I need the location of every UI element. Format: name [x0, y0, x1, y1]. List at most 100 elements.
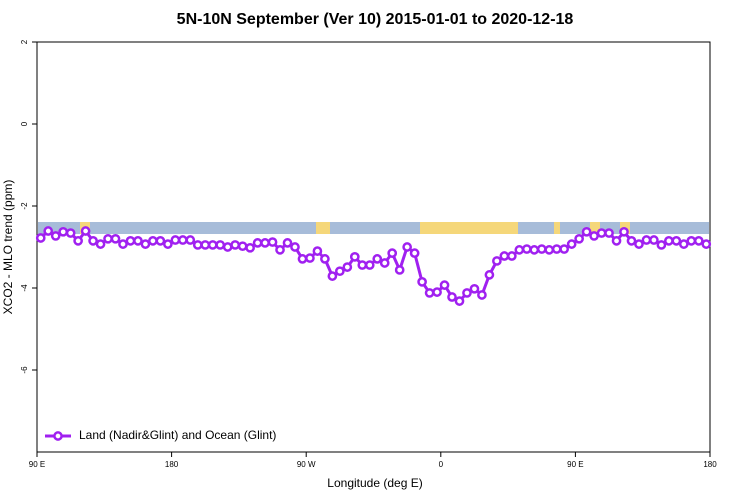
x-tick-label: 90 E: [567, 460, 583, 469]
data-point: [185, 235, 196, 245]
data-point: [447, 292, 457, 302]
data-point: [230, 240, 241, 250]
data-point: [95, 239, 106, 249]
data-point: [364, 260, 375, 270]
plot-frame: [36, 41, 711, 453]
legend-label: Land (Nadir&Glint) and Ocean (Glint): [79, 428, 276, 442]
land-band: [420, 222, 518, 234]
data-point: [163, 239, 173, 249]
y-tick-label: -4: [20, 284, 29, 292]
data-point: [387, 248, 398, 258]
data-point: [551, 244, 562, 254]
data-point: [312, 246, 323, 256]
data-point: [536, 244, 547, 254]
data-point: [110, 233, 121, 244]
data-point: [417, 277, 427, 287]
land-band: [554, 222, 560, 234]
data-point: [649, 235, 659, 245]
land-band: [316, 222, 330, 234]
data-point: [200, 240, 211, 250]
data-point: [514, 245, 525, 255]
data-point: [499, 251, 510, 261]
data-point: [267, 237, 278, 247]
data-point: [484, 270, 495, 280]
data-point: [529, 245, 540, 255]
data-point: [252, 238, 263, 248]
data-point: [492, 256, 502, 266]
x-tick-label: 0: [439, 460, 444, 469]
data-point: [207, 240, 218, 250]
data-point: [379, 258, 390, 268]
data-point: [701, 239, 712, 249]
x-tick-label: 90 E: [29, 460, 45, 469]
data-point: [424, 288, 435, 298]
data-point: [357, 260, 368, 270]
data-point: [73, 236, 83, 246]
data-point: [559, 244, 570, 254]
data-point: [566, 239, 577, 249]
y-tick-label: 2: [20, 39, 29, 44]
data-point: [50, 231, 61, 241]
data-point: [439, 280, 450, 290]
data-point: [611, 236, 622, 246]
data-point: [222, 242, 233, 252]
data-point: [58, 226, 69, 237]
data-point: [641, 235, 652, 245]
x-tick-label: 180: [165, 460, 179, 469]
data-point: [80, 226, 91, 236]
data-point: [155, 236, 166, 246]
data-point: [290, 242, 300, 252]
chart-title: 5N-10N September (Ver 10) 2015-01-01 to …: [177, 11, 574, 28]
y-axis-label: XCO2 - MLO trend (ppm): [1, 180, 15, 315]
data-point: [596, 228, 607, 238]
ocean-band: [38, 222, 709, 234]
data-point: [88, 236, 98, 246]
data-point: [237, 241, 248, 252]
data-point: [118, 239, 128, 249]
data-point: [177, 235, 188, 245]
data-point: [604, 228, 614, 238]
data-point: [506, 251, 517, 261]
data-point: [192, 240, 203, 250]
legend-marker: [53, 431, 63, 441]
y-tick-label: 0: [20, 121, 29, 126]
data-point: [574, 233, 584, 244]
x-tick-label: 90 W: [297, 460, 316, 469]
data-point: [43, 226, 54, 236]
data-point: [148, 236, 158, 246]
data-point: [469, 283, 480, 294]
data-point: [619, 226, 629, 237]
x-axis-label: Longitude (deg E): [327, 476, 422, 490]
data-point: [35, 233, 46, 243]
data-point: [103, 233, 113, 244]
data-point: [125, 236, 136, 246]
data-point: [634, 239, 644, 249]
data-point: [589, 231, 599, 241]
data-point: [140, 239, 151, 249]
data-point: [342, 262, 353, 272]
data-point: [626, 236, 637, 246]
data-point: [372, 254, 383, 264]
data-point: [215, 240, 226, 250]
y-tick-label: -2: [20, 202, 29, 210]
data-point: [170, 235, 181, 245]
data-point: [327, 271, 338, 281]
data-point: [133, 236, 143, 246]
map-strip: [38, 222, 709, 234]
y-tick-label: -6: [20, 366, 29, 374]
data-point: [282, 238, 293, 248]
data-point: [462, 288, 472, 298]
data-point: [65, 228, 76, 238]
data-point: [656, 240, 667, 250]
data-point: [409, 248, 420, 258]
data-point: [335, 266, 345, 277]
data-point: [454, 296, 465, 306]
x-tick-label: 180: [703, 460, 717, 469]
data-point: [349, 251, 360, 262]
data-point: [544, 245, 555, 255]
data-point: [402, 242, 412, 252]
data-point: [432, 287, 442, 297]
data-point: [521, 244, 532, 254]
data-point: [693, 236, 704, 246]
